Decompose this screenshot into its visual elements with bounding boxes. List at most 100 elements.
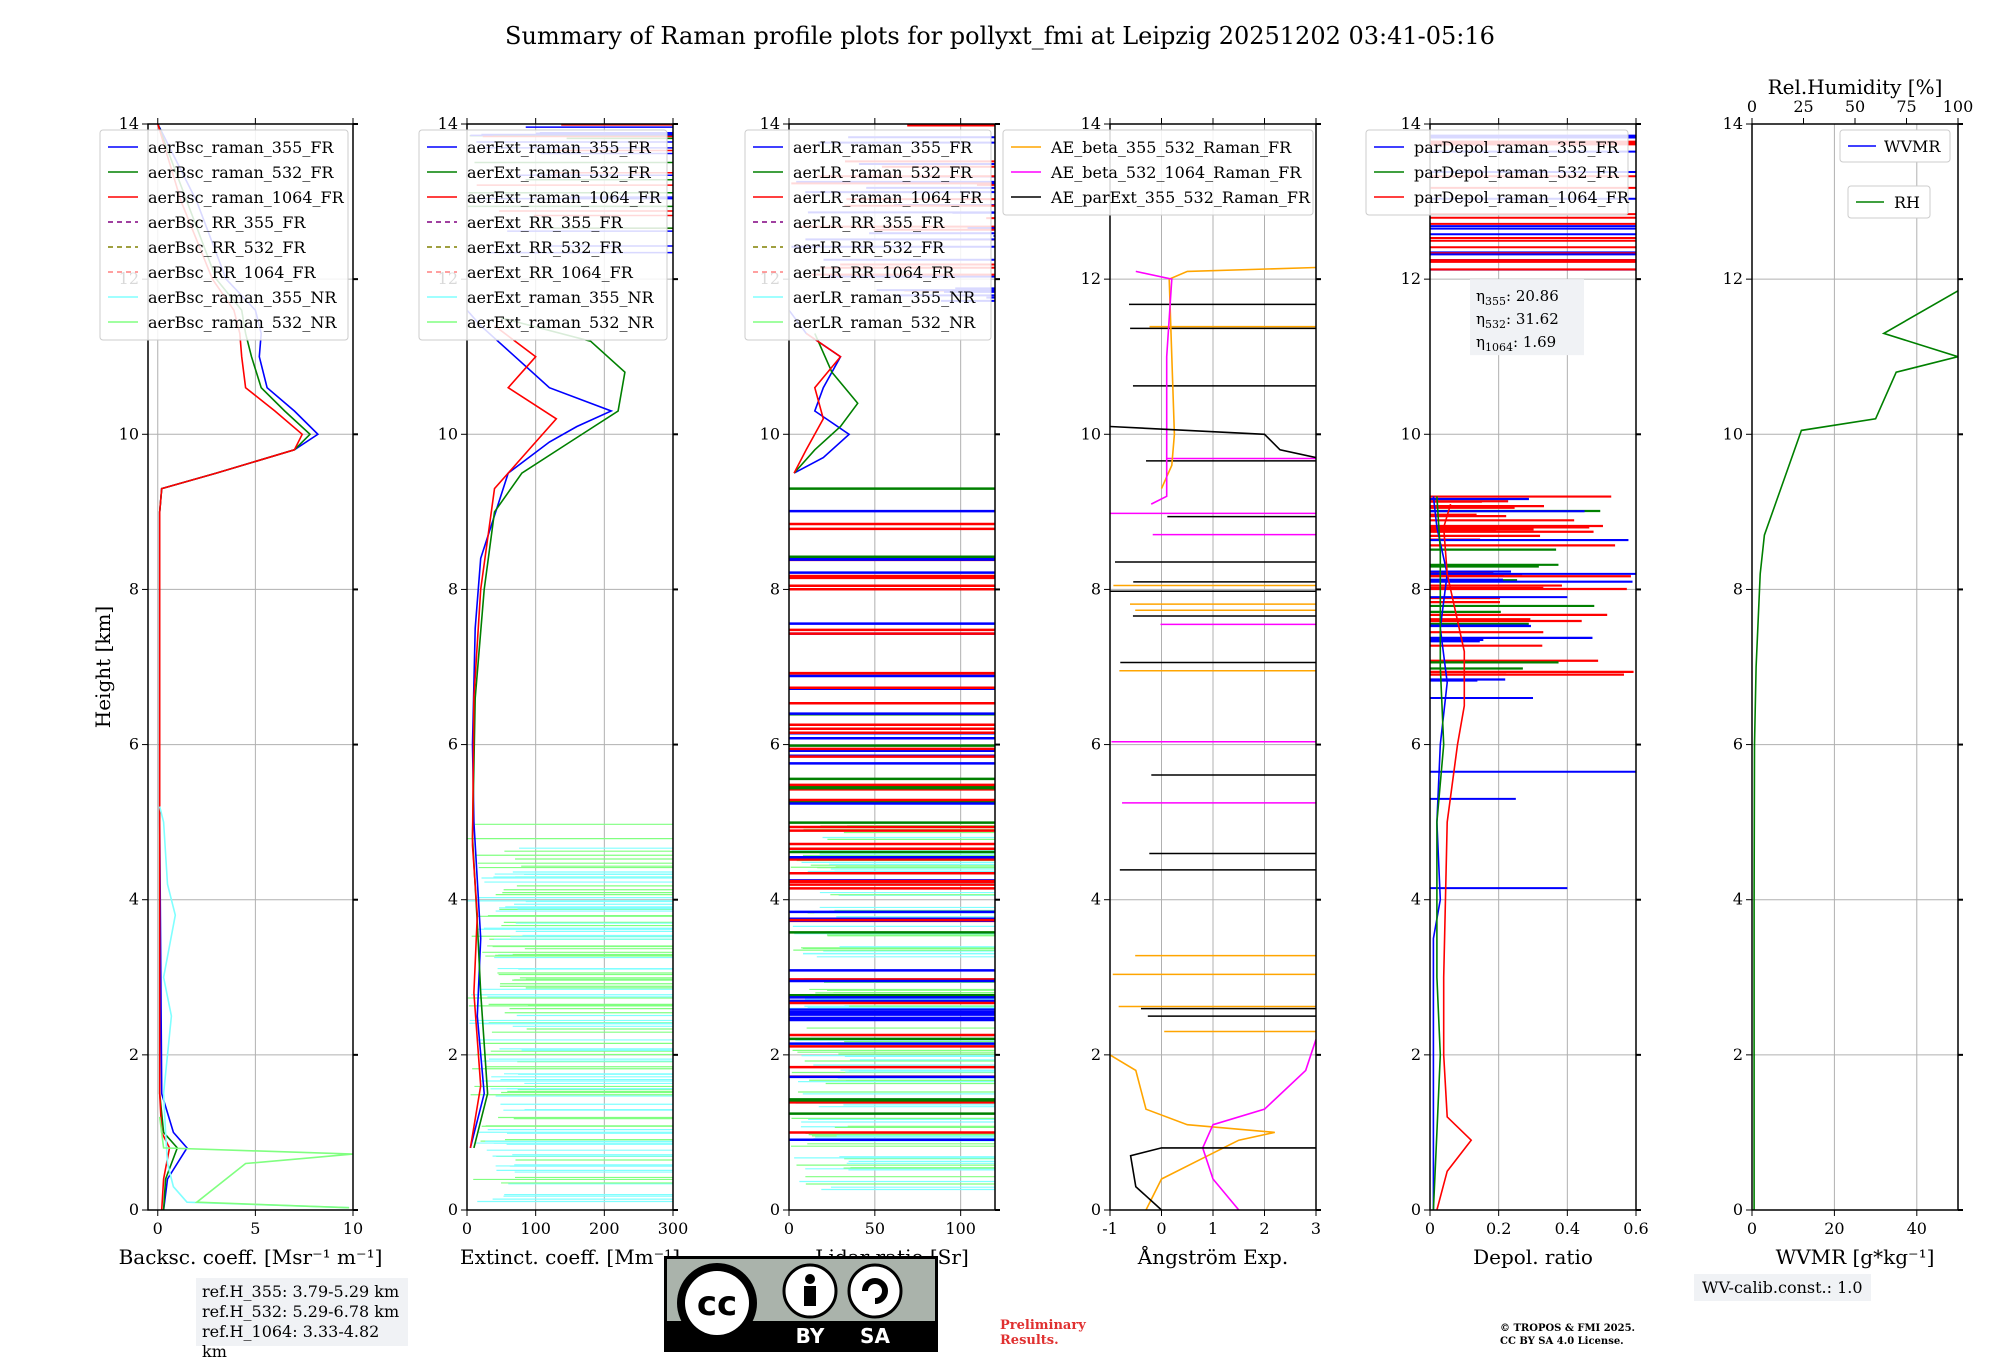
y-tick-label: 14 <box>119 114 139 133</box>
x-tick-label: 2 <box>1259 1219 1269 1238</box>
legend-label: aerExt_RR_532_FR <box>467 238 624 257</box>
legend-label: aerExt_RR_355_FR <box>467 213 624 232</box>
plot-area-angstrom <box>1110 124 1316 1210</box>
ref-height-1064: ref.H_1064: 3.33-4.82 km <box>202 1322 380 1361</box>
y-tick-label: 6 <box>1091 735 1101 754</box>
x-axis-label: Ångström Exp. <box>1137 1244 1288 1269</box>
top-x-axis-label: Rel.Humidity [%] <box>1768 75 1943 99</box>
axes-frame <box>1751 123 1959 1211</box>
legend-angstrom: AE_beta_355_532_Raman_FR AE_beta_532_1064… <box>1002 129 1314 216</box>
x-tick-label: 200 <box>589 1219 620 1238</box>
preliminary-line-1: Preliminary <box>1000 1318 1086 1333</box>
series-aerBsc_raman_355_NR <box>158 806 350 1209</box>
y-tick-label: 0 <box>448 1200 458 1219</box>
sa-label: SA <box>860 1324 890 1348</box>
legend-extinction: aerExt_raman_355_FR aerExt_raman_532_FRae… <box>418 129 668 341</box>
y-tick-label: 6 <box>1733 735 1743 754</box>
series-AE_beta_355_532_Raman_FR <box>1160 266 1316 489</box>
x-tick-label: 100 <box>520 1219 551 1238</box>
series-parDepol_raman_532_FR <box>1432 496 1445 1210</box>
legend-label: aerExt_RR_1064_FR <box>467 263 634 282</box>
legend-label: aerBsc_raman_532_NR <box>148 313 337 332</box>
x-tick-label: 40 <box>1907 1219 1927 1238</box>
axes-frame <box>147 123 354 1211</box>
series-AE_parExt_355_532_Raman_FR <box>1110 425 1316 459</box>
x-tick-label: 300 <box>658 1219 689 1238</box>
legend-label: aerLR_RR_532_FR <box>793 238 945 257</box>
ref-height-355: ref.H_355: 3.79-5.29 km <box>202 1282 400 1301</box>
x-tick-label: 0.4 <box>1555 1219 1580 1238</box>
legend-label: aerBsc_raman_532_FR <box>148 163 334 182</box>
series-AE_beta_355_532_Raman_FR <box>1110 1054 1275 1210</box>
y-tick-label: 12 <box>1401 269 1421 288</box>
legend-label: AE_beta_355_532_Raman_FR <box>1050 138 1292 157</box>
series-aerLR_raman_532_FR <box>793 333 859 474</box>
cc-badge-graphic: cc BY SA <box>667 1263 935 1349</box>
panel-depolarization: 0 0.2 0.4 0.6 0 2 4 6 8 10 12 14 Depol. ratio parDepo… <box>1365 114 1649 1269</box>
y-tick-label: 6 <box>770 735 780 754</box>
x-tick-label: 0.2 <box>1486 1219 1511 1238</box>
y-tick-label: 12 <box>1723 269 1743 288</box>
series-AE_beta_532_1064_Raman_FR <box>1201 1039 1316 1210</box>
x-tick-label: 0 <box>1156 1219 1166 1238</box>
x-tick-label: 50 <box>865 1219 885 1238</box>
legend-label: aerBsc_RR_532_FR <box>148 238 306 257</box>
eta-value: η532: 31.62 <box>1476 310 1559 331</box>
x-axis-label: WVMR [g*kg⁻¹] <box>1776 1245 1935 1269</box>
y-tick-label: 6 <box>129 735 139 754</box>
cc-label: cc <box>697 1284 737 1324</box>
legend-label: aerLR_RR_355_FR <box>793 213 945 232</box>
y-tick-label: 8 <box>1091 579 1101 598</box>
y-tick-label: 2 <box>448 1045 458 1064</box>
y-tick-label: 8 <box>129 579 139 598</box>
y-tick-label: 4 <box>1411 890 1421 909</box>
y-tick-label: 0 <box>1411 1200 1421 1219</box>
y-tick-label: 4 <box>770 890 780 909</box>
legend-label: aerLR_raman_355_FR <box>793 138 973 157</box>
series-parDepol_raman_355_FR <box>1432 496 1449 1210</box>
top-x-tick-label: 25 <box>1793 97 1813 116</box>
y-tick-label: 14 <box>438 114 458 133</box>
panel-backscatter: 051002468101214Backsc. coeff. [Msr⁻¹ m⁻¹… <box>91 114 382 1269</box>
by-label: BY <box>796 1324 825 1348</box>
y-tick-label: 8 <box>1733 579 1743 598</box>
legend-label: AE_beta_532_1064_Raman_FR <box>1050 163 1302 182</box>
axes-frame <box>1429 123 1637 1211</box>
y-tick-label: 4 <box>1091 890 1101 909</box>
x-tick-label: 0 <box>784 1219 794 1238</box>
y-tick-label: 4 <box>129 890 139 909</box>
y-tick-label: 0 <box>1091 1200 1101 1219</box>
legend-label: aerLR_RR_1064_FR <box>793 263 955 282</box>
y-tick-label: 14 <box>1723 114 1743 133</box>
y-tick-label: 4 <box>1733 890 1743 909</box>
legend-label: aerLR_raman_355_NR <box>793 288 976 307</box>
x-axis-label: Backsc. coeff. [Msr⁻¹ m⁻¹] <box>119 1245 383 1269</box>
x-tick-label: 1 <box>1208 1219 1218 1238</box>
series-RH <box>1753 290 1958 1210</box>
legend-label: parDepol_raman_355_FR <box>1414 138 1620 157</box>
y-tick-label: 14 <box>760 114 780 133</box>
x-tick-label: -1 <box>1102 1219 1118 1238</box>
reference-height-box: ref.H_355: 3.79-5.29 km ref.H_532: 5.29-… <box>196 1278 408 1361</box>
y-tick-label: 8 <box>1411 579 1421 598</box>
y-tick-label: 6 <box>1411 735 1421 754</box>
panel-extinction: 010020030002468101214Extinct. coeff. [Mm… <box>418 114 689 1269</box>
legend-label: WVMR <box>1884 137 1941 156</box>
series-aerBsc_raman_532_NR <box>158 1116 353 1209</box>
plot-area-water-vapor <box>1752 124 1958 1210</box>
x-tick-label: 0 <box>1747 1219 1757 1238</box>
x-tick-label: 20 <box>1824 1219 1844 1238</box>
legend-depolarization: parDepol_raman_355_FR parDepol_raman_532_… <box>1365 129 1630 216</box>
x-tick-label: 0 <box>153 1219 163 1238</box>
legend-label: AE_parExt_355_532_Raman_FR <box>1050 188 1311 207</box>
legend-label: aerBsc_raman_355_NR <box>148 288 337 307</box>
eta-value: η355: 20.86 <box>1476 287 1559 308</box>
y-tick-label: 6 <box>448 735 458 754</box>
legend-label: aerLR_raman_1064_FR <box>793 188 983 207</box>
x-tick-label: 5 <box>250 1219 260 1238</box>
legend-label: parDepol_raman_1064_FR <box>1414 188 1630 207</box>
copyright-line-2: CC BY SA 4.0 License. <box>1500 1336 1624 1347</box>
top-x-tick-label: 50 <box>1845 97 1865 116</box>
